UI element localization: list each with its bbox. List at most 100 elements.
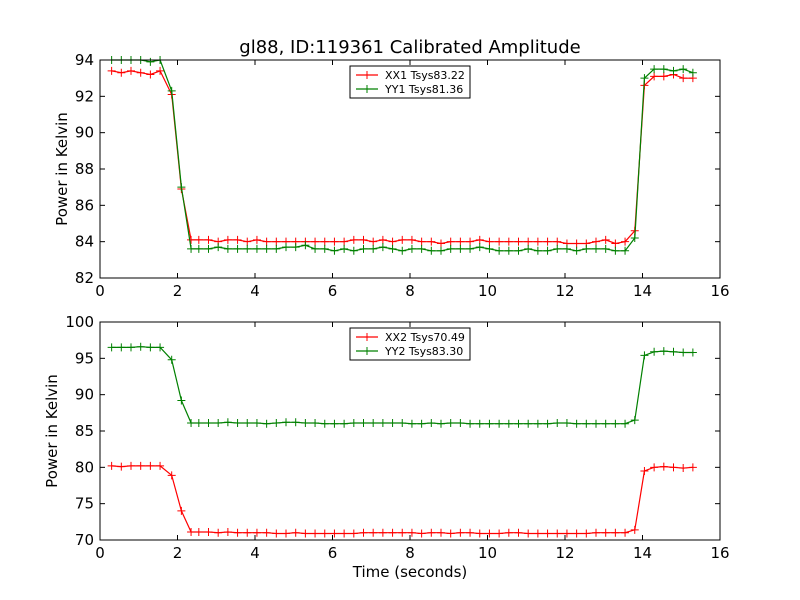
data-point-2-1-51: [592, 528, 600, 537]
data-point-2-1-36: [446, 529, 455, 538]
data-point-2-1-5: [146, 461, 155, 470]
data-point-2-2-12: [214, 419, 223, 428]
data-point-2-1-20: [291, 528, 300, 537]
data-point-2-1-15: [243, 528, 252, 537]
data-point-2-2-1: [107, 343, 116, 352]
data-point-2-1-2: [117, 462, 126, 471]
data-point-2-1-31: [398, 528, 407, 537]
data-point-1-2-46: [543, 246, 552, 255]
data-point-2-1-26: [349, 529, 358, 538]
x-tick-label: 4: [250, 282, 260, 300]
data-point-2-2-32: [407, 419, 416, 428]
x-tick-label: 8: [405, 544, 415, 562]
data-point-1-1-5: [146, 70, 155, 79]
data-point-1-1-24: [330, 237, 339, 246]
data-point-2-2-34: [427, 419, 436, 428]
legend-marker: [363, 333, 371, 341]
data-point-1-1-23: [320, 237, 329, 246]
data-point-2-1-27: [359, 528, 368, 537]
data-point-1-2-15: [243, 244, 252, 253]
data-point-2-1-40: [485, 529, 494, 538]
y-tick-label: 94: [75, 51, 94, 69]
data-point-2-1-52: [601, 528, 610, 537]
data-point-2-2-6: [156, 343, 165, 352]
y-tick-label: 86: [75, 196, 94, 214]
data-point-1-1-22: [311, 237, 320, 246]
data-point-2-1-39: [475, 529, 484, 538]
data-point-1-1-51: [592, 237, 600, 246]
data-point-1-2-40: [485, 244, 494, 253]
data-point-1-2-20: [291, 243, 300, 252]
x-tick-label: 2: [173, 544, 183, 562]
data-point-2-2-3: [127, 343, 135, 352]
data-point-1-2-9: [187, 244, 196, 253]
data-point-2-2-57: [650, 347, 659, 356]
data-point-1-2-23: [320, 244, 329, 253]
data-point-2-1-47: [553, 529, 562, 538]
y-tick-label: 85: [75, 422, 94, 440]
data-point-2-1-13: [223, 528, 232, 537]
data-point-2-1-58: [659, 462, 668, 471]
x-tick-label: 8: [405, 282, 415, 300]
data-point-2-1-56: [640, 466, 649, 475]
data-point-2-2-35: [437, 419, 445, 428]
data-point-2-2-44: [524, 419, 533, 428]
data-point-1-2-60: [679, 65, 688, 74]
data-point-1-1-10: [194, 235, 203, 244]
data-point-1-2-41: [495, 246, 504, 255]
x-tick-label: 0: [95, 544, 105, 562]
y-tick-label: 92: [75, 87, 94, 105]
data-point-2-2-41: [495, 419, 504, 428]
data-point-1-1-38: [466, 237, 475, 246]
data-point-2-2-37: [456, 419, 465, 428]
data-point-2-2-38: [466, 419, 475, 428]
data-point-1-1-47: [553, 237, 562, 246]
data-point-1-2-19: [282, 243, 290, 252]
data-point-1-1-14: [233, 235, 242, 244]
data-point-1-1-37: [456, 237, 465, 246]
data-point-1-2-52: [601, 244, 610, 253]
data-point-2-1-49: [572, 529, 581, 538]
data-point-1-1-1: [107, 66, 116, 75]
data-point-2-1-61: [688, 463, 697, 472]
data-point-1-2-61: [688, 68, 697, 77]
x-tick-label: 2: [173, 282, 183, 300]
data-point-1-2-39: [475, 243, 484, 252]
data-point-1-1-3: [127, 66, 135, 75]
data-point-2-1-3: [127, 461, 135, 470]
data-point-2-1-54: [621, 528, 630, 537]
data-point-2-1-34: [427, 528, 436, 537]
y-axis-label: Power in Kelvin: [43, 374, 61, 488]
legend-label: YY2 Tsys83.30: [384, 345, 463, 358]
data-point-1-1-40: [485, 237, 494, 246]
data-point-1-1-42: [504, 237, 513, 246]
data-point-1-2-47: [553, 244, 562, 253]
data-point-2-2-22: [311, 419, 320, 428]
x-tick-label: 10: [478, 544, 497, 562]
y-tick-label: 88: [75, 160, 94, 178]
data-point-1-1-41: [495, 237, 504, 246]
data-point-1-2-12: [214, 243, 223, 252]
data-point-2-1-55: [630, 525, 639, 534]
data-point-1-1-30: [388, 237, 397, 246]
data-point-2-2-21: [301, 419, 310, 428]
data-point-2-1-53: [611, 528, 620, 537]
data-point-2-2-8: [177, 396, 186, 405]
data-point-2-2-5: [146, 343, 155, 352]
data-point-2-1-12: [214, 528, 223, 537]
y-tick-label: 70: [75, 531, 94, 549]
data-point-1-2-49: [572, 246, 581, 255]
data-point-2-1-37: [456, 528, 465, 537]
data-point-2-2-33: [417, 419, 426, 428]
data-point-2-2-31: [398, 419, 407, 428]
data-point-1-2-48: [562, 244, 571, 253]
data-point-1-1-60: [679, 74, 688, 83]
data-point-2-2-27: [359, 419, 368, 428]
data-point-2-1-7: [167, 471, 176, 480]
data-point-1-1-46: [543, 237, 552, 246]
data-point-1-1-43: [514, 237, 523, 246]
data-point-1-1-36: [446, 237, 455, 246]
data-point-2-2-45: [533, 419, 542, 428]
data-point-2-1-43: [514, 528, 523, 537]
data-point-1-1-26: [349, 235, 358, 244]
